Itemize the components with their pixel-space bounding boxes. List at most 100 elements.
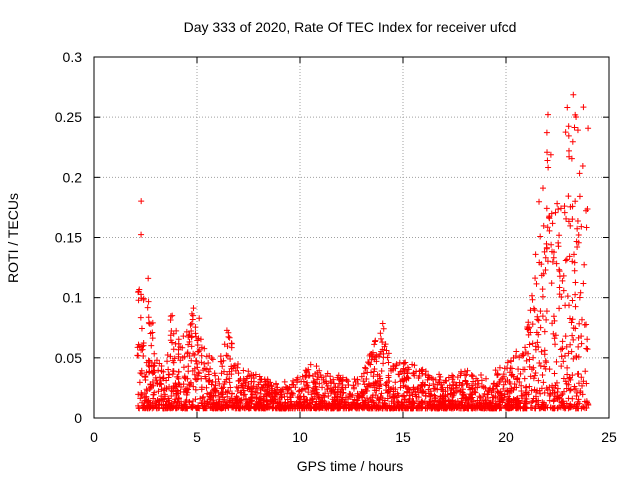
data-point <box>425 402 432 409</box>
data-point <box>410 370 417 377</box>
data-point <box>544 157 551 164</box>
data-point <box>386 378 393 385</box>
data-point <box>444 384 451 391</box>
data-point <box>189 397 196 404</box>
data-point <box>522 405 529 412</box>
data-point <box>539 372 546 379</box>
data-point <box>392 379 399 386</box>
data-point <box>176 395 183 402</box>
data-point <box>570 355 577 362</box>
data-point <box>550 254 557 261</box>
data-point <box>572 291 579 298</box>
data-point <box>313 390 320 397</box>
data-point <box>555 239 562 246</box>
data-point <box>465 405 472 412</box>
data-point <box>417 386 424 393</box>
data-point <box>390 362 397 369</box>
data-point <box>360 378 367 385</box>
data-point <box>167 353 174 360</box>
data-point <box>301 399 308 406</box>
data-point <box>147 404 154 411</box>
data-point <box>440 405 447 412</box>
data-point <box>561 209 568 216</box>
data-point <box>548 280 555 287</box>
data-point <box>145 314 152 321</box>
data-point <box>563 256 570 263</box>
data-point <box>395 371 402 378</box>
data-point <box>511 396 518 403</box>
x-tick-label: 20 <box>498 429 514 445</box>
data-point <box>215 389 222 396</box>
data-point <box>512 352 519 359</box>
data-point <box>171 355 178 362</box>
data-point <box>265 390 272 397</box>
data-point <box>158 393 165 400</box>
data-point <box>507 380 514 387</box>
data-point <box>159 396 166 403</box>
data-point <box>447 390 454 397</box>
data-point <box>380 350 387 357</box>
data-point <box>312 371 319 378</box>
data-point <box>299 373 306 380</box>
data-point <box>284 403 291 410</box>
data-point <box>205 368 212 375</box>
data-point <box>400 382 407 389</box>
data-point <box>166 371 173 378</box>
data-point <box>569 372 576 379</box>
data-point <box>562 302 569 309</box>
data-point <box>184 375 191 382</box>
data-point <box>537 308 544 315</box>
data-point <box>490 380 497 387</box>
data-point <box>528 387 535 394</box>
data-point <box>206 393 213 400</box>
data-point <box>579 163 586 170</box>
data-point <box>553 358 560 365</box>
data-point <box>379 339 386 346</box>
data-point <box>552 382 559 389</box>
data-point <box>308 391 315 398</box>
data-point <box>202 375 209 382</box>
data-point <box>474 384 481 391</box>
data-point <box>198 344 205 351</box>
data-point <box>365 360 372 367</box>
data-point <box>405 366 412 373</box>
data-point <box>134 352 141 359</box>
data-point <box>310 378 317 385</box>
data-point <box>136 379 143 386</box>
data-point <box>543 316 550 323</box>
data-point <box>368 404 375 411</box>
data-point <box>235 385 242 392</box>
data-point <box>462 403 469 410</box>
data-point <box>468 371 475 378</box>
data-point <box>562 257 569 264</box>
data-point <box>558 294 565 301</box>
data-point <box>150 395 157 402</box>
y-tick-label: 0.2 <box>63 169 83 185</box>
data-point <box>189 367 196 374</box>
data-point <box>430 385 437 392</box>
data-point <box>449 398 456 405</box>
data-point <box>535 377 542 384</box>
data-point <box>149 329 156 336</box>
data-point <box>530 305 537 312</box>
data-point <box>560 388 567 395</box>
data-point <box>317 371 324 378</box>
data-point <box>309 396 316 403</box>
data-point <box>187 321 194 328</box>
data-point <box>525 331 532 338</box>
data-point <box>570 251 577 258</box>
data-point <box>155 388 162 395</box>
data-point <box>142 405 149 412</box>
data-point <box>361 397 368 404</box>
data-point <box>399 401 406 408</box>
data-point <box>196 315 203 322</box>
data-point <box>201 403 208 410</box>
data-point <box>138 198 145 205</box>
data-point <box>168 392 175 399</box>
data-point <box>362 386 369 393</box>
data-point <box>138 231 145 238</box>
data-point <box>544 404 551 411</box>
data-point <box>246 399 253 406</box>
data-point <box>578 374 585 381</box>
data-point <box>399 368 406 375</box>
